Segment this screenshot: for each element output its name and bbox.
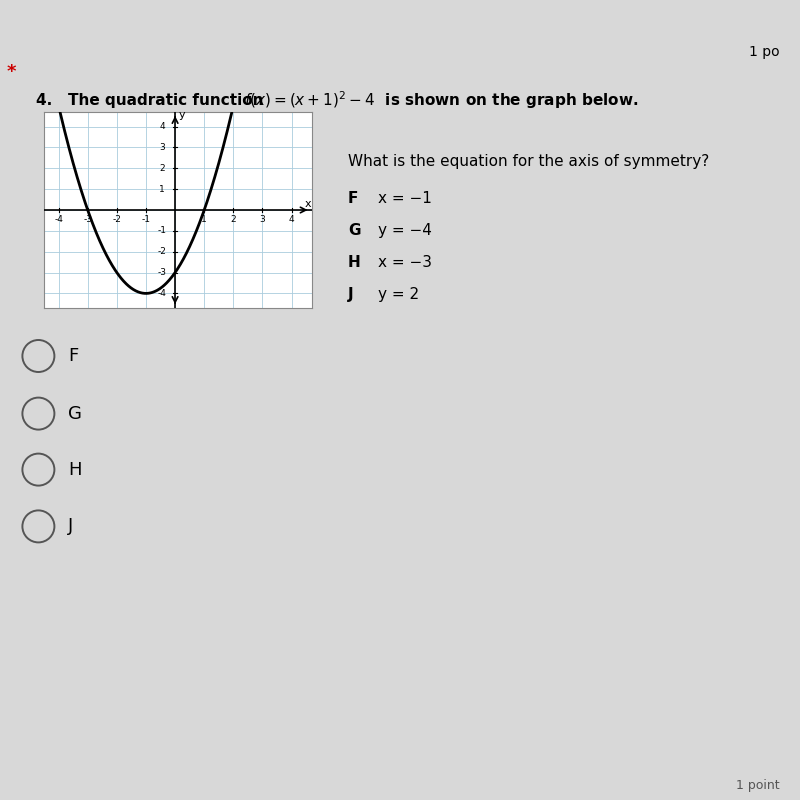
Text: 3: 3 bbox=[159, 143, 165, 152]
Text: -1: -1 bbox=[142, 215, 150, 224]
Text: x: x bbox=[304, 199, 311, 209]
Text: -2: -2 bbox=[158, 247, 166, 256]
Text: $f(x) = (x + 1)^2 - 4$  is shown on the graph below.: $f(x) = (x + 1)^2 - 4$ is shown on the g… bbox=[244, 89, 638, 111]
Text: y = −4: y = −4 bbox=[378, 223, 432, 238]
Text: 3: 3 bbox=[260, 215, 266, 224]
Text: H: H bbox=[68, 461, 82, 478]
Text: H: H bbox=[348, 255, 361, 270]
Text: J: J bbox=[348, 287, 354, 302]
Text: 2: 2 bbox=[159, 164, 165, 173]
Text: -2: -2 bbox=[112, 215, 122, 224]
Text: 1 po: 1 po bbox=[750, 45, 780, 59]
Text: -4: -4 bbox=[54, 215, 63, 224]
Text: x = −3: x = −3 bbox=[378, 255, 432, 270]
Text: G: G bbox=[68, 405, 82, 422]
Text: x = −1: x = −1 bbox=[378, 191, 432, 206]
Text: y = 2: y = 2 bbox=[378, 287, 419, 302]
Text: 1 point: 1 point bbox=[736, 779, 780, 792]
Text: -3: -3 bbox=[83, 215, 92, 224]
Text: 4: 4 bbox=[159, 122, 165, 131]
Text: 2: 2 bbox=[230, 215, 236, 224]
Text: G: G bbox=[348, 223, 361, 238]
Text: y: y bbox=[179, 110, 186, 120]
Text: *: * bbox=[6, 63, 16, 81]
Text: -3: -3 bbox=[158, 268, 166, 277]
Text: What is the equation for the axis of symmetry?: What is the equation for the axis of sym… bbox=[348, 154, 710, 169]
Text: 1: 1 bbox=[159, 185, 165, 194]
Text: -4: -4 bbox=[158, 289, 166, 298]
Text: -1: -1 bbox=[158, 226, 166, 235]
Text: J: J bbox=[68, 518, 74, 535]
Text: 1: 1 bbox=[202, 215, 207, 224]
Text: F: F bbox=[348, 191, 358, 206]
Text: 4.   The quadratic function: 4. The quadratic function bbox=[36, 93, 274, 107]
Text: F: F bbox=[68, 347, 78, 365]
Text: 4: 4 bbox=[289, 215, 294, 224]
